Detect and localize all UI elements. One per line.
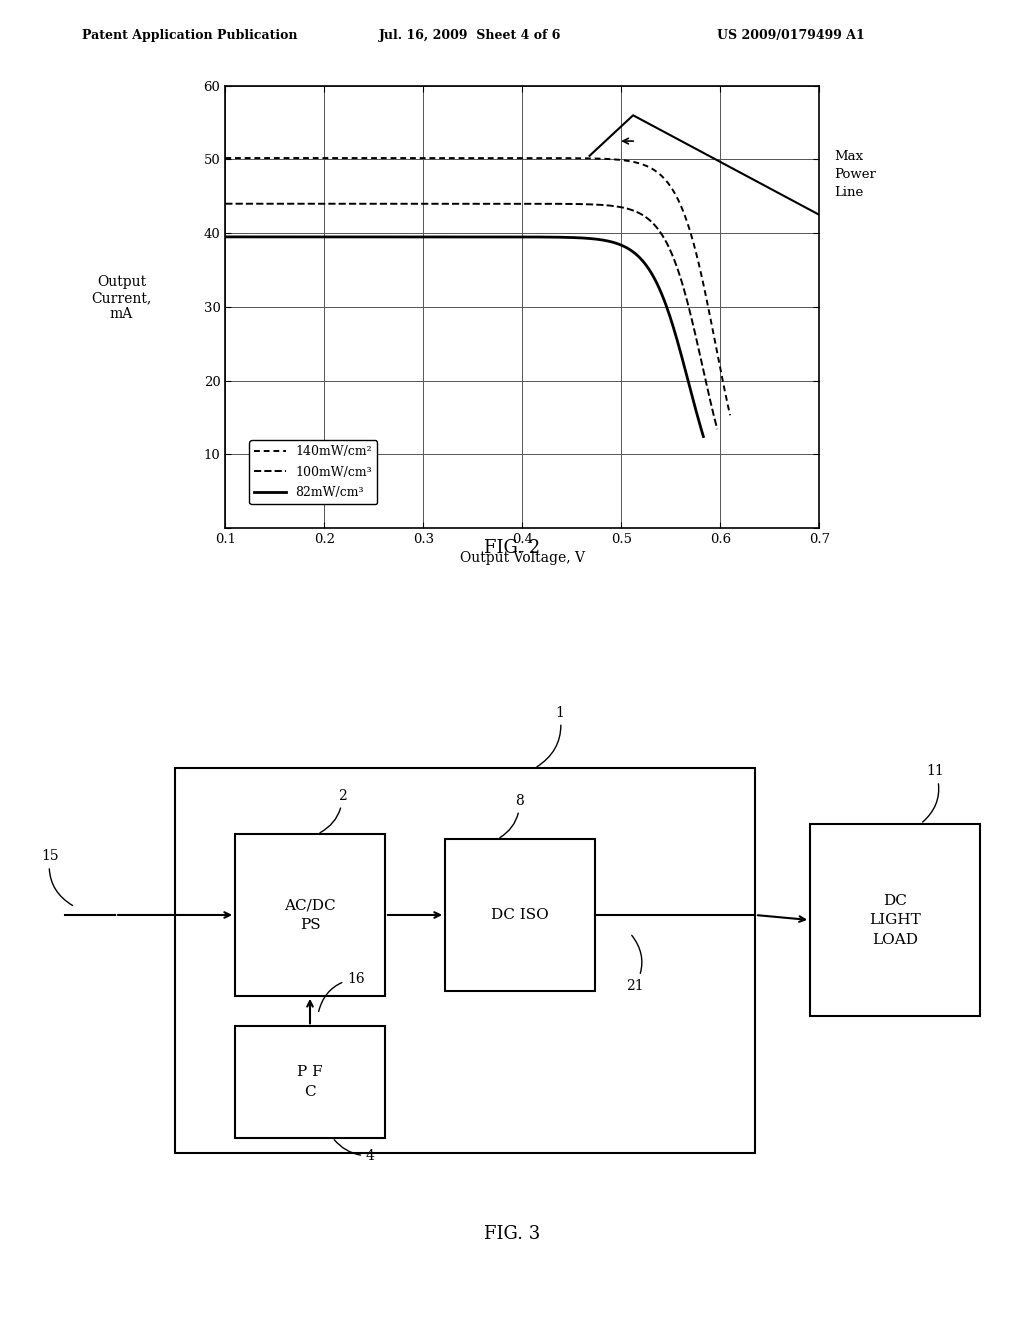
Text: DC
LIGHT
LOAD: DC LIGHT LOAD [869,894,921,946]
100mW/cm³ [219,195,231,211]
82mW/cm³ [375,228,387,244]
Bar [175,768,755,1152]
82mW/cm³ [276,228,289,244]
Line: 100mW/cm³: 100mW/cm³ [225,203,717,429]
Bar [234,834,385,995]
140mW/cm² [219,150,231,166]
Bar [810,824,980,1016]
Text: Jul. 16, 2009  Sheet 4 of 6: Jul. 16, 2009 Sheet 4 of 6 [379,29,561,42]
100mW/cm³ [711,421,723,437]
Text: 21: 21 [627,936,644,993]
Text: FIG. 3: FIG. 3 [484,1225,540,1243]
Text: DC ISO: DC ISO [492,908,549,921]
Text: AC/DC
PS: AC/DC PS [285,898,336,932]
140mW/cm² [280,150,292,166]
Text: 15: 15 [41,849,73,906]
Text: Patent Application Publication: Patent Application Publication [82,29,297,42]
Line: 82mW/cm³: 82mW/cm³ [225,236,703,437]
100mW/cm³ [577,197,589,213]
Bar [445,840,595,991]
140mW/cm² [419,150,431,166]
Bar [234,1027,385,1138]
Text: 16: 16 [318,972,365,1011]
Text: US 2009/0179499 A1: US 2009/0179499 A1 [717,29,864,42]
82mW/cm³ [564,230,577,246]
82mW/cm³ [409,228,421,244]
100mW/cm³ [414,195,426,211]
82mW/cm³ [219,228,231,244]
Text: FIG. 2: FIG. 2 [484,539,540,557]
140mW/cm² [584,150,596,166]
82mW/cm³ [697,429,710,445]
82mW/cm³ [520,230,532,246]
Text: 1: 1 [537,706,564,767]
Text: Max
Power
Line: Max Power Line [834,149,876,199]
140mW/cm² [537,150,549,166]
Text: 8: 8 [500,793,524,838]
Y-axis label: Output
Current,
mA: Output Current, mA [91,275,152,321]
Text: 11: 11 [923,764,944,822]
100mW/cm³ [574,197,587,213]
Text: 4: 4 [334,1139,375,1163]
100mW/cm³ [380,195,392,211]
100mW/cm³ [528,195,541,211]
Legend: 140mW/cm², 100mW/cm³, 82mW/cm³: 140mW/cm², 100mW/cm³, 82mW/cm³ [250,440,377,504]
Text: 2: 2 [319,788,347,833]
X-axis label: Output Voltage, V: Output Voltage, V [460,552,585,565]
100mW/cm³ [279,195,291,211]
Text: P F
C: P F C [297,1065,323,1098]
140mW/cm² [586,150,598,166]
82mW/cm³ [566,230,579,246]
140mW/cm² [724,408,736,424]
140mW/cm² [384,150,396,166]
Line: 140mW/cm²: 140mW/cm² [225,158,730,416]
